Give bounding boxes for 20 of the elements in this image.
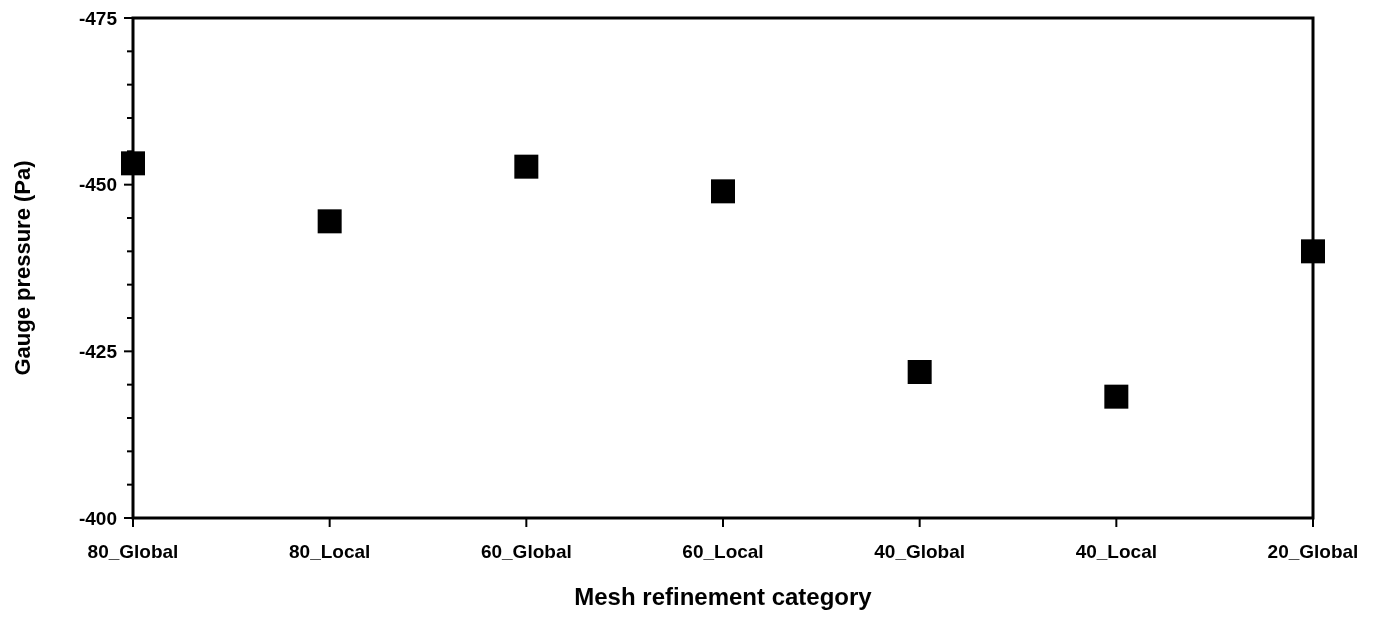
x-tick-label: 60_Global — [480, 541, 572, 562]
x-tick-label: 80_Local — [289, 541, 371, 562]
point — [1104, 384, 1129, 409]
y-axis-title: Gauge pressure (Pa) — [10, 160, 35, 376]
y-tick-label: -475 — [78, 7, 118, 29]
x-tick-label: 40_Global — [874, 541, 966, 562]
x-axis-title: Mesh refinement category — [574, 583, 873, 610]
x-tick-label: 80_Global — [87, 541, 179, 562]
point — [907, 360, 932, 384]
point — [121, 151, 145, 176]
y-tick-label: -425 — [78, 340, 118, 362]
point — [514, 154, 539, 179]
point — [317, 209, 342, 234]
y-tick-label: -400 — [78, 507, 117, 529]
x-tick-label: 40_Local — [1075, 541, 1157, 562]
x-tick-label: 20_Global — [1267, 541, 1359, 562]
y-tick-label: -450 — [78, 174, 117, 196]
point — [711, 179, 735, 204]
x-tick-label: 60_Local — [682, 541, 764, 562]
point — [1301, 239, 1325, 264]
